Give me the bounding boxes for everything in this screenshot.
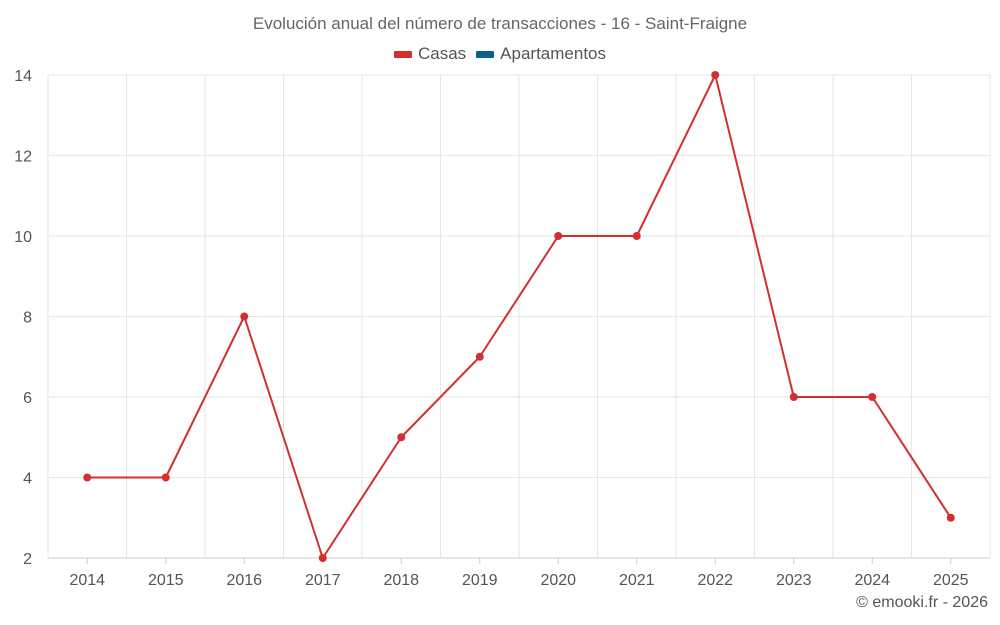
legend-item-casas[interactable]: Casas — [393, 44, 467, 64]
y-tick-label: 2 — [23, 551, 32, 568]
y-axis: 2 4 6 8 10 12 14 — [14, 68, 32, 568]
y-tick-label: 12 — [14, 149, 32, 166]
x-tick-label: 2021 — [619, 572, 655, 589]
data-point — [632, 232, 641, 240]
x-tick-label: 2015 — [148, 572, 184, 589]
legend-label-casas: Casas — [417, 44, 467, 63]
chart-title: Evolución anual del número de transaccio… — [252, 14, 748, 33]
x-tick-label: 2023 — [776, 572, 812, 589]
legend-label-apartamentos: Apartamentos — [500, 44, 607, 63]
x-tick-label: 2018 — [383, 572, 419, 589]
data-point — [554, 232, 563, 240]
credit-text: © emooki.fr - 2026 — [856, 594, 988, 611]
legend: Casas Apartamentos — [0, 44, 1000, 64]
legend-swatch-casas — [393, 50, 412, 58]
y-tick-label: 6 — [23, 390, 32, 407]
x-tick-label: 2014 — [69, 572, 105, 589]
legend-swatch-apartamentos — [476, 50, 495, 58]
x-tick-label: 2016 — [226, 572, 262, 589]
data-point — [711, 71, 720, 79]
y-tick-label: 14 — [14, 68, 32, 85]
data-point — [475, 352, 484, 361]
data-point — [397, 433, 406, 442]
data-point — [789, 393, 798, 401]
y-tick-label: 4 — [23, 471, 32, 488]
x-tick-label: 2022 — [697, 572, 733, 589]
legend-item-apartamentos[interactable]: Apartamentos — [476, 44, 606, 64]
data-point — [868, 393, 877, 401]
series-line — [87, 74, 952, 559]
grid — [47, 74, 991, 559]
data-point — [83, 473, 92, 482]
x-tick-label: 2020 — [540, 572, 576, 589]
x-tick-label: 2017 — [305, 572, 341, 589]
data-point — [161, 473, 170, 482]
data-point — [318, 554, 327, 562]
y-tick-label: 10 — [14, 229, 32, 246]
series-layer — [83, 71, 955, 562]
x-tick-label: 2025 — [933, 572, 969, 589]
x-axis: 2014 2015 2016 2017 2018 2019 2020 2021 2022 2023… — [48, 557, 990, 589]
y-tick-label: 8 — [23, 310, 32, 327]
x-tick-label: 2019 — [462, 572, 498, 589]
data-point — [240, 312, 249, 321]
data-point — [946, 513, 955, 522]
x-tick-label: 2024 — [854, 572, 890, 589]
